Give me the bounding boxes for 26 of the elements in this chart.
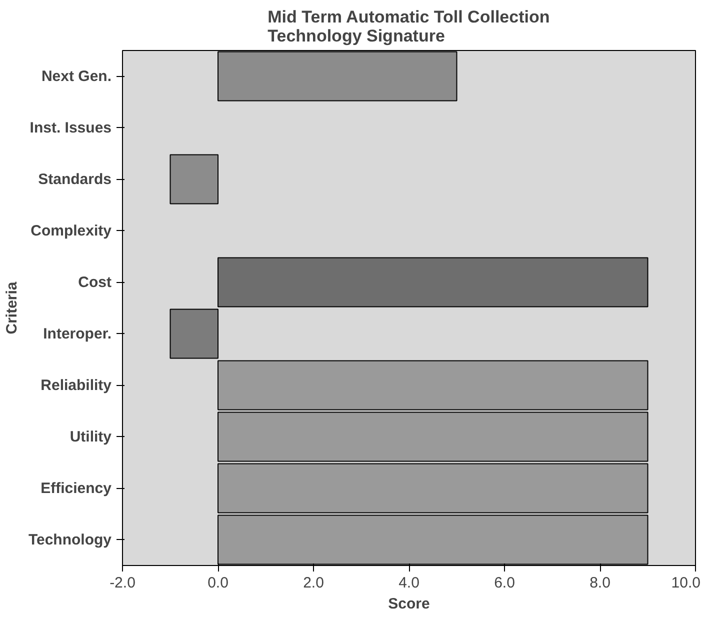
x-tick-label: 4.0: [398, 574, 420, 592]
y-tick-label: Standards: [38, 170, 112, 188]
x-tick-label: 10.0: [671, 574, 701, 592]
y-tick-label: Efficiency: [40, 480, 112, 497]
x-tick-label: 8.0: [590, 574, 610, 592]
x-tick-label: 6.0: [494, 574, 515, 592]
chart-title: Mid Term Automatic Toll Collection Technology Signature: [268, 8, 550, 46]
x-tick-label: 0.0: [208, 574, 228, 592]
y-tick-label: Technology: [28, 531, 112, 548]
y-tick-label: Cost: [78, 274, 112, 291]
y-tick-label: Inst. Issues: [30, 119, 112, 136]
bar: [218, 360, 648, 410]
y-tick-label: Complexity: [30, 222, 112, 240]
x-axis-title: Score: [388, 596, 430, 612]
y-axis-title: Criteria: [3, 281, 20, 334]
bar: [218, 463, 648, 514]
bar: [218, 412, 648, 462]
y-tick-label: Next Gen.: [41, 68, 112, 85]
bar: [170, 308, 218, 359]
bar: [170, 154, 218, 204]
x-tick-label: 2.0: [303, 574, 324, 592]
y-tick-label: Reliability: [40, 376, 112, 394]
y-tick-label: Interoper.: [43, 325, 112, 342]
x-tick-label: -2.0: [110, 574, 136, 592]
bar: [218, 257, 648, 308]
y-tick-label: Utility: [70, 428, 112, 446]
